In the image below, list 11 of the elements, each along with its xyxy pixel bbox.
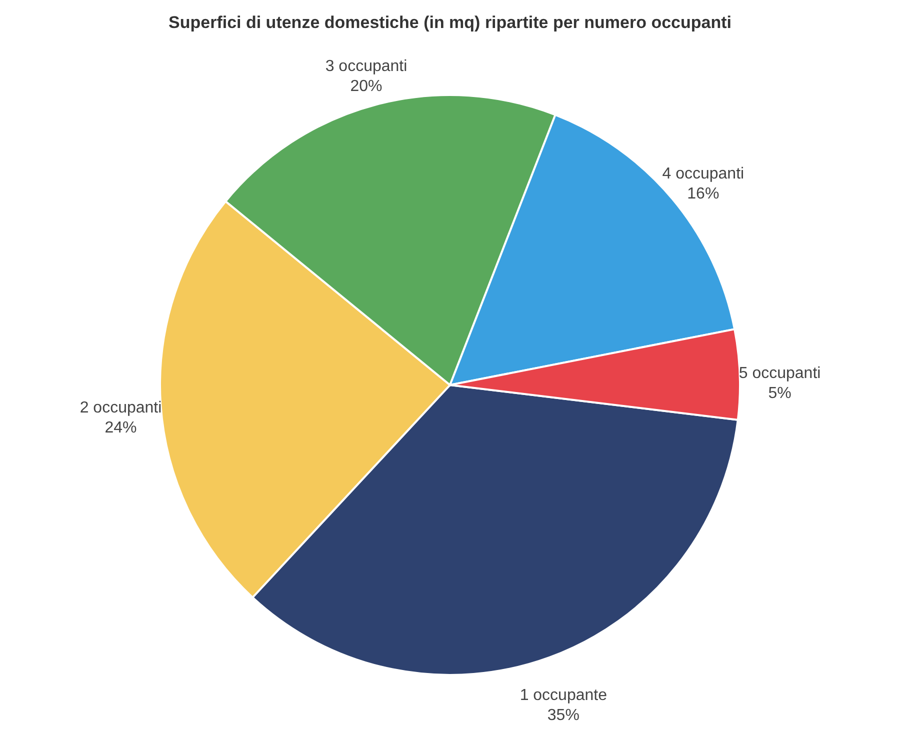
data-label: 20%	[350, 78, 382, 95]
slice-label: 3 occupanti	[325, 58, 408, 75]
data-label: 16%	[687, 185, 720, 202]
chart-title: Superfici di utenze domestiche (in mq) ripartite per numero occupanti	[168, 13, 732, 32]
slice-label: 1 occupante	[520, 686, 608, 704]
data-label: 24%	[104, 419, 137, 436]
slice-label: 5 occupanti	[738, 364, 821, 382]
slice-label: 4 occupanti	[662, 165, 744, 182]
slice-label: 2 occupanti	[80, 399, 162, 416]
data-label: 35%	[547, 706, 580, 724]
data-label: 5%	[768, 384, 792, 402]
